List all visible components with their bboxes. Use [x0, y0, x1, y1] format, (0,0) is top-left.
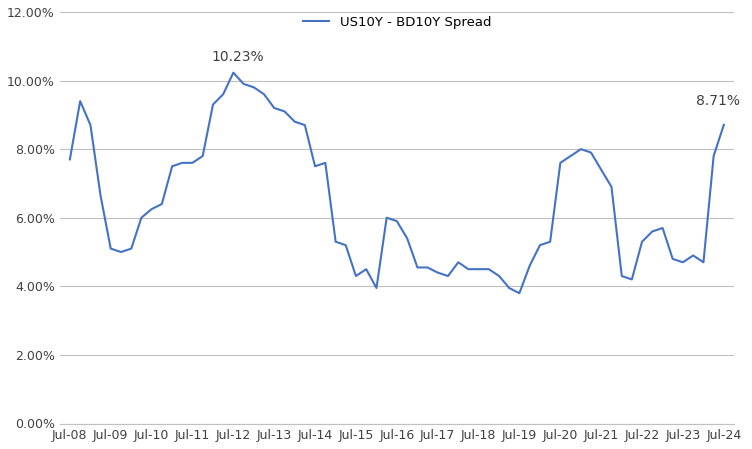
Text: 10.23%: 10.23%: [211, 50, 264, 64]
Text: 8.71%: 8.71%: [696, 94, 740, 108]
Line: US10Y - BD10Y Spread: US10Y - BD10Y Spread: [70, 73, 724, 293]
Legend: US10Y - BD10Y Spread: US10Y - BD10Y Spread: [297, 10, 496, 34]
